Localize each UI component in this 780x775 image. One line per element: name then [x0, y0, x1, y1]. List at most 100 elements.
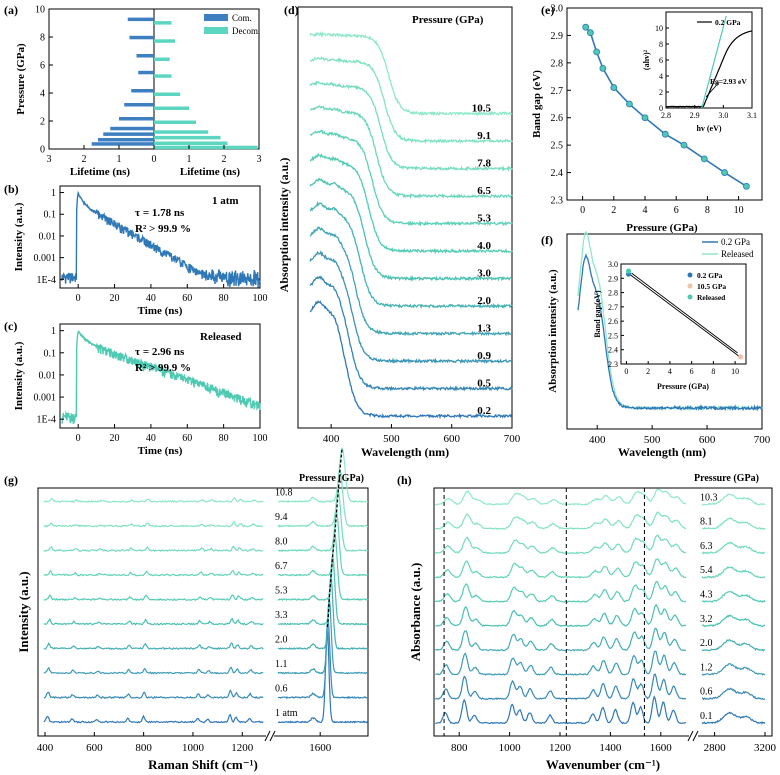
decay-line	[61, 190, 261, 288]
tick-label: 10	[731, 367, 739, 376]
panel-label: (c)	[4, 319, 17, 333]
tick-label: 6	[674, 205, 679, 216]
tick-label: 700	[504, 433, 521, 445]
tick-label: 2.8	[661, 111, 671, 120]
spectrum-line	[277, 620, 368, 699]
panel-d: (d) 0.2 0.5 0.9 1.3 2.0 3.0 4.0 5.3 6.5 7.8 9.1 10.…	[277, 3, 521, 459]
inset-points	[626, 268, 744, 360]
bar-decom	[154, 92, 181, 96]
bar-com	[136, 54, 154, 58]
data-point	[626, 100, 633, 108]
tick-label: 2.3	[608, 360, 618, 369]
tick-label: 2800	[704, 742, 727, 754]
spectrum-line	[309, 31, 513, 117]
y-axis-label: Band gap (eV)	[531, 70, 543, 138]
pressure-label: 0.5	[477, 378, 491, 390]
spectrum-line	[43, 689, 264, 700]
pressure-label: 10.3	[700, 492, 718, 503]
spectrum-line	[277, 575, 369, 650]
pressure-label: 5.3	[275, 586, 288, 597]
ticks: 0 20 40 60 80 100 1 0.1 0.01 0.001 1E-4	[34, 188, 268, 304]
pressure-label: 3.3	[275, 610, 288, 621]
tick-label: 0	[624, 367, 628, 376]
legend-label: Decom.	[232, 26, 260, 36]
bar-com	[138, 70, 154, 75]
bar-com	[91, 142, 154, 146]
tick-label: 1600	[650, 742, 673, 754]
tick-label: 10	[35, 5, 45, 16]
ticks: 0 20 40 60 80 100 1 0.1 0.01 0.001 1E-4	[34, 326, 268, 444]
r2-label: R² > 99.9 %	[135, 223, 191, 235]
tick-label: 100	[253, 433, 268, 444]
tick-label: 4	[668, 367, 672, 376]
tick-label: 2.7	[551, 86, 564, 97]
panel-b: (b) 0 20 40 60 80 100 1 0.1 0.01 0.001 1E-4 Intens…	[4, 182, 268, 317]
tick-label: 1000	[182, 742, 205, 754]
pressure-label: 7.8	[477, 158, 491, 170]
spectrum-line	[435, 603, 687, 628]
y-axis-label: Intensity (a.u.)	[13, 202, 25, 271]
tick-label: 2.6	[551, 113, 564, 124]
spectrum-line	[277, 469, 368, 528]
pressure-label: 2.0	[700, 638, 713, 649]
inset-y-label: Band gap(eV)	[593, 290, 602, 338]
inset-legend-marker	[687, 283, 693, 289]
tick-label: 800	[451, 742, 468, 754]
tick-label: 40	[146, 433, 156, 444]
legend-swatch-decom	[204, 27, 228, 34]
bar-com	[110, 126, 154, 131]
tick-label: 700	[754, 434, 771, 446]
spectrum-line	[701, 517, 766, 531]
tick-label: 3.0	[608, 260, 618, 269]
data-point	[721, 169, 728, 176]
tick-label: 1200	[231, 742, 254, 754]
spectrum-line	[435, 695, 687, 725]
spectrum-line	[309, 152, 513, 255]
spectrum-line	[701, 711, 766, 725]
y-axis-label: Absorbance (a.u.)	[408, 563, 423, 662]
pressure-label: 3.0	[477, 268, 491, 280]
tangent-line	[701, 15, 727, 109]
tick-label: 100	[253, 293, 268, 304]
tick-label: 0	[76, 293, 81, 304]
tick-label: 40	[146, 293, 156, 304]
tick-label: 6	[40, 61, 45, 72]
pressure-label: 9.4	[275, 512, 288, 523]
legend-swatch-com	[204, 14, 228, 21]
inset-ticks: 2.8 2.9 3.0 3.1 0 2 4 6 8 10	[655, 24, 757, 120]
legend: 0.2 GPa Released	[702, 237, 754, 259]
spectrum-line	[43, 666, 264, 675]
spectrum-line	[434, 534, 687, 555]
spectrum-line	[701, 541, 766, 555]
tick-label: 1	[187, 154, 192, 165]
spectrum-line	[435, 558, 687, 579]
spectrum-line	[277, 510, 369, 577]
tick-label: 3	[47, 154, 52, 165]
inset-legend-label: 0.2 GPa	[697, 271, 723, 280]
x-axis-label: Wavelength (nm)	[361, 445, 449, 459]
data-point	[737, 354, 744, 360]
y-axis-label: Pressure (GPa)	[15, 43, 27, 115]
tick-label: 8	[705, 205, 710, 216]
tick-label: 60	[182, 293, 192, 304]
plot-frame	[59, 185, 261, 289]
tick-label: 0	[580, 205, 585, 216]
bars	[91, 17, 258, 150]
legend-title: Pressure (GPa)	[412, 14, 484, 26]
pressure-label: 1 atm	[275, 708, 298, 719]
tick-label: 2.9	[608, 274, 618, 283]
spectrum-line	[43, 569, 264, 577]
tick-label: 20	[110, 293, 120, 304]
spectrum-line	[434, 627, 687, 652]
tick-label: 2.7	[608, 303, 618, 312]
pressure-label: 4.0	[477, 240, 491, 252]
inset-legend-marker	[687, 294, 693, 300]
panel-label: (g)	[4, 473, 18, 487]
tick-label: 600	[699, 434, 716, 446]
pressure-label: 6.7	[275, 561, 288, 572]
inset: 0 2 4 6 8 10 2.3 2.4 2.5 2.6 2.7 2.8 2.9 3.0 Band gap…	[593, 260, 747, 391]
pressure-label: 8.1	[700, 517, 713, 528]
bar-com	[124, 103, 154, 107]
legend: Com. Decom.	[204, 13, 260, 36]
